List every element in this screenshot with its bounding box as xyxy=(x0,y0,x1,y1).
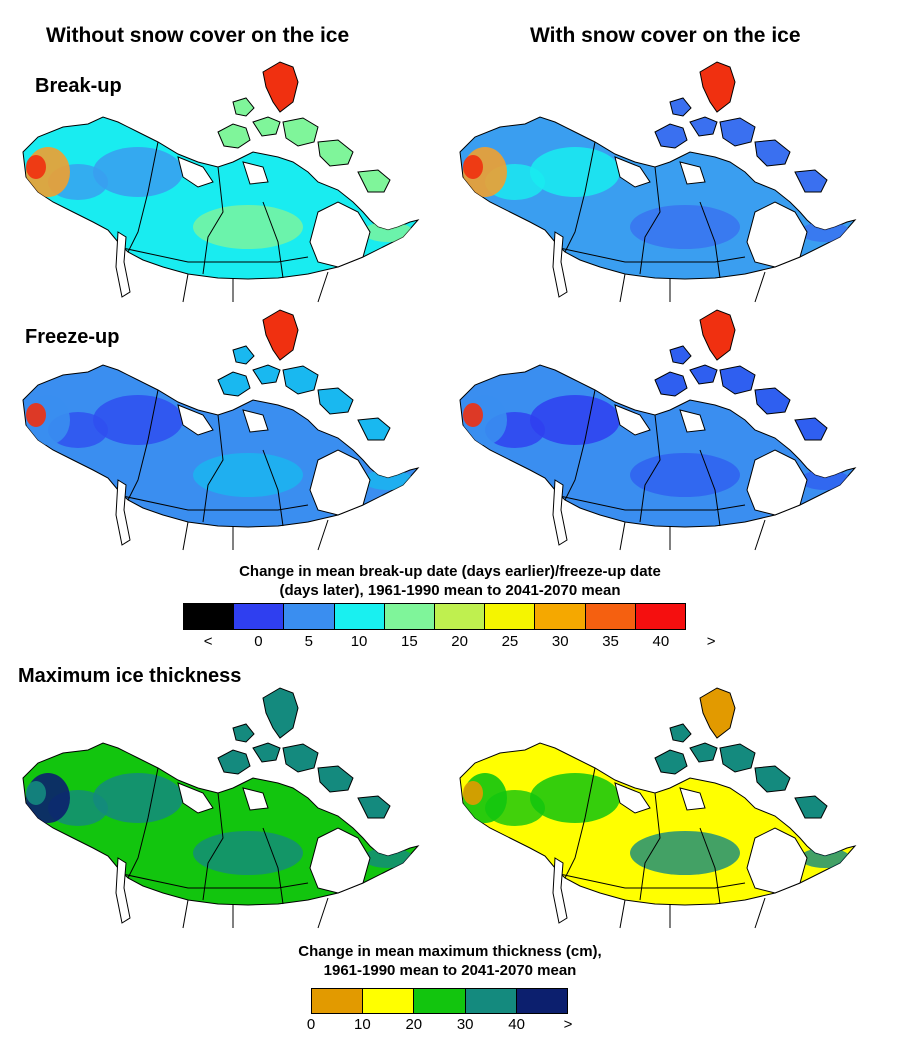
legend-days-colorbar xyxy=(183,603,686,630)
legend-tick-label: 10 xyxy=(350,633,368,650)
water-bodies xyxy=(614,404,808,516)
row-title-freezeup: Freeze-up xyxy=(25,326,120,348)
boundary-lines xyxy=(117,389,329,551)
legend-swatch xyxy=(635,604,686,629)
legend-tick-label: 40 xyxy=(508,1016,525,1033)
legend-days-title-line2: (days later), 1961-1990 mean to 2041-207… xyxy=(279,582,621,599)
water-bodies xyxy=(614,782,808,894)
legend-swatch xyxy=(414,989,466,1013)
legend-swatch xyxy=(334,604,385,629)
column-title-with-snow: With snow cover on the ice xyxy=(530,24,801,47)
arctic-islands xyxy=(654,61,828,193)
legend-swatch xyxy=(384,604,436,629)
legend-tick-label: 0 xyxy=(254,633,263,650)
coastal-island xyxy=(115,857,131,924)
column-title-without-snow: Without snow cover on the ice xyxy=(46,24,350,47)
legend-days-title: Change in mean break-up date (days earli… xyxy=(150,562,750,600)
value-patches xyxy=(26,147,413,249)
coastal-island xyxy=(552,857,568,924)
water-bodies xyxy=(177,782,371,894)
legend-swatch xyxy=(284,604,335,629)
legend-swatch xyxy=(516,989,568,1013)
legend-tick-label: 25 xyxy=(501,633,519,650)
legend-swatch xyxy=(363,989,415,1013)
legend-tick-label: 20 xyxy=(405,1016,423,1033)
legend-thickness-ticks: 0 10 20 30 40 > xyxy=(307,1016,573,1036)
boundary-lines xyxy=(117,141,329,303)
legend-swatch xyxy=(234,604,285,629)
legend-swatch xyxy=(465,989,517,1013)
legend-tick-label: 30 xyxy=(456,1016,474,1033)
map-breakup-with-snow xyxy=(459,61,857,303)
coastal-island xyxy=(552,479,568,546)
arctic-islands xyxy=(217,61,391,193)
map-freezeup-with-snow xyxy=(459,309,857,551)
legend-tick-label: 30 xyxy=(551,633,569,650)
legend-tick-label: 5 xyxy=(304,633,313,650)
legend-thickness-title-line1: Change in mean maximum thickness (cm), xyxy=(298,943,602,960)
arctic-islands xyxy=(654,687,828,819)
water-bodies xyxy=(177,404,371,516)
boundary-lines xyxy=(117,767,329,929)
map-breakup-without-snow xyxy=(22,61,420,303)
coastal-island xyxy=(115,231,131,298)
legend-days-ticks: <0 5 10 15 20 25 30 35 40 > xyxy=(183,633,716,653)
legend-swatch xyxy=(535,604,586,629)
boundary-lines xyxy=(554,767,766,929)
legend-tick-label: 35 xyxy=(602,633,619,650)
map-freezeup-without-snow xyxy=(22,309,420,551)
legend-days-title-line1: Change in mean break-up date (days earli… xyxy=(239,563,661,580)
arctic-islands xyxy=(217,687,391,819)
legend-tick-label: 0 xyxy=(306,1016,316,1033)
boundary-lines xyxy=(554,141,766,303)
arctic-islands xyxy=(654,309,828,441)
boundary-lines xyxy=(554,389,766,551)
legend-swatch xyxy=(585,604,636,629)
row-title-thickness: Maximum ice thickness xyxy=(18,665,242,687)
legend-swatch xyxy=(312,989,364,1013)
coastal-island xyxy=(552,231,568,298)
legend-thickness-title: Change in mean maximum thickness (cm), 1… xyxy=(150,942,750,980)
arctic-islands xyxy=(217,309,391,441)
legend-tick-label: > xyxy=(706,633,716,650)
legend-thickness-title-line2: 1961-1990 mean to 2041-2070 mean xyxy=(323,962,577,979)
legend-tick-label: 15 xyxy=(401,633,418,650)
legend-tick-label: 40 xyxy=(652,633,670,650)
water-bodies xyxy=(177,156,371,268)
water-bodies xyxy=(614,156,808,268)
value-patches xyxy=(26,773,413,875)
legend-swatch xyxy=(485,604,536,629)
legend-tick-label: < xyxy=(203,633,213,650)
map-thickness-with-snow xyxy=(459,687,857,929)
coastal-island xyxy=(115,479,131,546)
map-thickness-without-snow xyxy=(22,687,420,929)
legend-tick-label: 20 xyxy=(451,633,468,650)
legend-tick-label: > xyxy=(563,1016,573,1033)
legend-swatch xyxy=(435,604,486,629)
legend-tick-label: 10 xyxy=(354,1016,371,1033)
row-title-breakup: Break-up xyxy=(35,75,122,97)
legend-thickness-colorbar xyxy=(311,988,568,1014)
legend-swatch xyxy=(184,604,235,629)
